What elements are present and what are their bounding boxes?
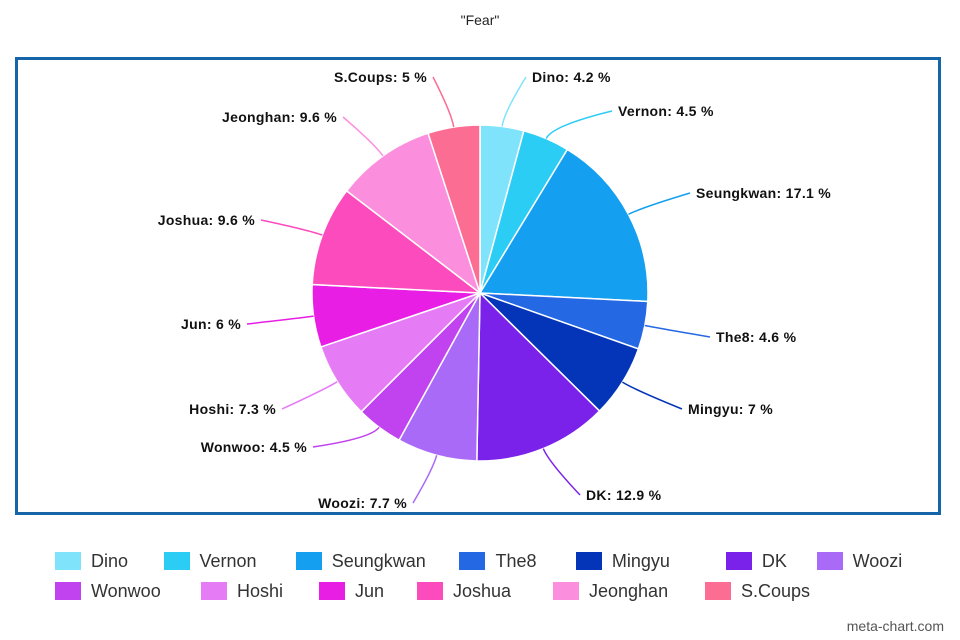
legend-item[interactable]: Mingyu xyxy=(575,550,726,572)
data-label: Mingyu: 7 % xyxy=(688,401,773,417)
data-label: Vernon: 4.5 % xyxy=(618,103,714,119)
legend-label: Hoshi xyxy=(237,580,284,601)
legend-item[interactable]: DK xyxy=(725,550,817,572)
leader-line xyxy=(246,315,314,325)
legend-item[interactable]: Hoshi xyxy=(201,581,319,602)
leader-line xyxy=(432,76,455,128)
legend-swatch xyxy=(417,582,443,600)
legend-label: Joshua xyxy=(453,580,512,601)
data-label: Jun: 6 % xyxy=(181,316,241,332)
legend-item[interactable]: Seungkwan xyxy=(295,550,460,572)
leader-line xyxy=(622,381,683,410)
leader-line xyxy=(542,448,581,496)
legend-swatch xyxy=(575,552,602,570)
legend-swatch xyxy=(553,582,579,600)
legend-swatch xyxy=(319,582,345,600)
leader-line xyxy=(545,110,613,139)
legend-label: Jeonghan xyxy=(589,580,669,601)
legend-row: Wonwoo Hoshi Jun Joshua Jeonghan S.Coups xyxy=(55,576,935,606)
legend-swatch xyxy=(816,552,843,570)
legend-label: Vernon xyxy=(199,550,257,571)
pie-slice-jeonghan xyxy=(345,132,482,296)
legend-swatch xyxy=(55,552,81,570)
data-label: Wonwoo: 4.5 % xyxy=(201,439,308,455)
legend-label: Dino xyxy=(91,550,129,571)
pie-slice-joshua xyxy=(311,189,483,294)
watermark: meta-chart.com xyxy=(846,618,944,634)
leader-line xyxy=(412,455,438,504)
legend-label: Seungkwan xyxy=(331,550,426,571)
legend-item[interactable]: Dino xyxy=(55,551,164,572)
legend: Dino Vernon Seungkwan The8 Mingyu DK Woozi Won… xyxy=(55,546,935,606)
data-label: Dino: 4.2 % xyxy=(532,69,611,85)
legend-item[interactable]: The8 xyxy=(459,551,575,572)
leader-line xyxy=(260,219,323,236)
leader-line xyxy=(342,116,384,157)
legend-label: The8 xyxy=(495,550,537,571)
data-label: Seungkwan: 17.1 % xyxy=(696,185,831,201)
legend-label: Mingyu xyxy=(611,550,670,571)
pie-slice-s-coups xyxy=(427,124,481,294)
leader-line xyxy=(628,192,691,216)
legend-item[interactable]: Vernon xyxy=(163,550,296,572)
legend-item[interactable]: Jeonghan xyxy=(553,581,705,602)
chart-title: "Fear" xyxy=(460,12,500,28)
legend-label: S.Coups xyxy=(741,580,811,601)
data-label: Hoshi: 7.3 % xyxy=(189,401,276,417)
legend-label: Jun xyxy=(355,580,385,601)
chart-frame xyxy=(15,57,941,515)
legend-swatch xyxy=(55,582,81,600)
legend-item[interactable]: Woozi xyxy=(816,550,935,572)
legend-swatch xyxy=(201,582,227,600)
legend-swatch xyxy=(459,552,486,570)
pie-chart: Dino: 4.2 % Vernon: 4.5 % Seungkwan: 17.1 … xyxy=(158,69,831,511)
data-label: The8: 4.6 % xyxy=(716,329,797,345)
legend-swatch xyxy=(705,582,731,600)
legend-label: Woozi xyxy=(852,550,903,571)
legend-item[interactable]: Wonwoo xyxy=(55,581,201,602)
leader-line xyxy=(644,324,711,338)
data-label: DK: 12.9 % xyxy=(586,487,662,503)
legend-swatch xyxy=(725,552,752,570)
legend-swatch xyxy=(295,552,322,570)
legend-label: DK xyxy=(761,550,787,571)
leader-line xyxy=(281,381,338,410)
data-label: Joshua: 9.6 % xyxy=(158,212,256,228)
legend-swatch xyxy=(163,552,190,570)
leader-line xyxy=(312,426,380,448)
data-label: Woozi: 7.7 % xyxy=(318,495,407,511)
leader-line xyxy=(501,76,527,127)
pie-slice-dk xyxy=(476,291,601,462)
legend-item[interactable]: Joshua xyxy=(417,581,553,602)
legend-label: Wonwoo xyxy=(91,580,161,601)
legend-row: Dino Vernon Seungkwan The8 Mingyu DK Woozi xyxy=(55,546,935,576)
legend-item[interactable]: S.Coups xyxy=(705,581,825,602)
pie-slice-seungkwan xyxy=(478,148,649,303)
legend-item[interactable]: Jun xyxy=(319,581,417,602)
data-label: Jeonghan: 9.6 % xyxy=(222,109,337,125)
data-label: S.Coups: 5 % xyxy=(334,69,427,85)
